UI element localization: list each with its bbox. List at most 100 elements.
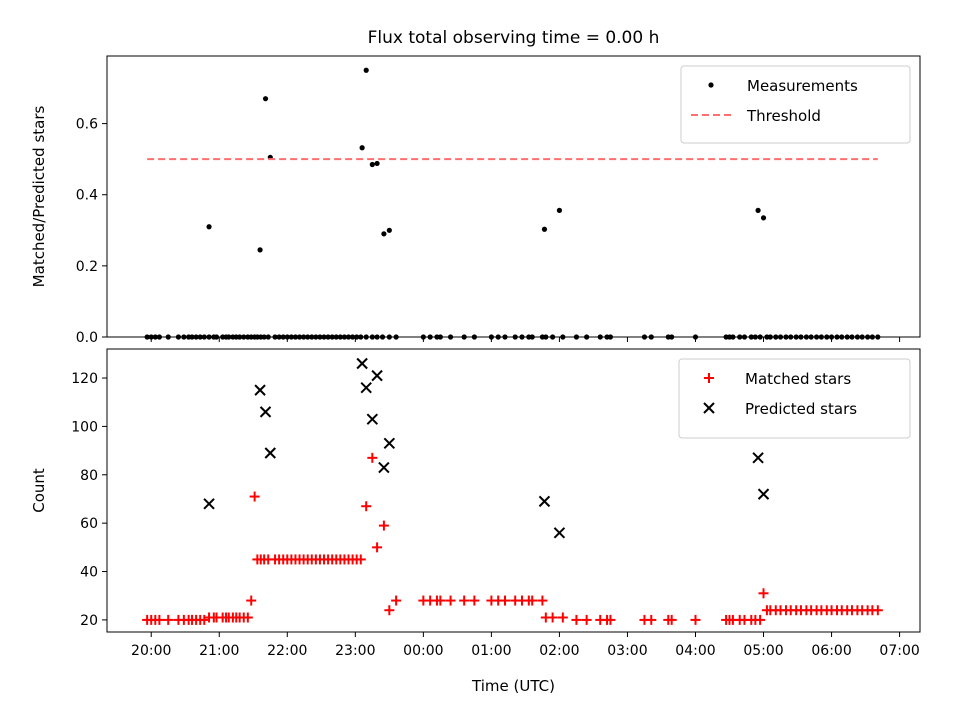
panel-2-point: [371, 369, 383, 382]
panel-2-ytick-label: 100: [71, 419, 98, 435]
panel-2-point: [459, 595, 470, 606]
panel-2-point: [383, 437, 396, 450]
panel-2-ytick-label: 60: [80, 516, 98, 532]
panel-2-point: [246, 595, 257, 606]
panel-1-legend-label: Threshold: [746, 107, 821, 125]
panel-2-frame: [106, 348, 921, 633]
panel-1-point: [556, 207, 563, 213]
panel-1-ytick-label: 0.6: [76, 117, 98, 133]
panel-2-point: [378, 520, 389, 531]
panel-1-ylabel: Matched/Predicted stars: [30, 106, 48, 288]
panel-2-point: [538, 495, 551, 508]
panel-1-point: [541, 226, 548, 232]
panel-2-point: [154, 614, 165, 625]
panel-2-point: [356, 357, 368, 370]
panel-2-xtick-label: 04:00: [675, 643, 715, 659]
panel-2-point: [755, 614, 766, 625]
panel-1-point: [359, 145, 365, 151]
panel-2-legend-swatch: [704, 373, 714, 383]
panel-1-title: Flux total observing time = 0.00 h: [368, 28, 660, 48]
panel-1-point: [755, 207, 761, 213]
panel-2-point: [605, 614, 616, 625]
panel-2-legend-label: Matched stars: [745, 370, 851, 388]
panel-2-legend-box: [678, 358, 911, 439]
panel-1-ytick-label: 0.2: [76, 259, 98, 275]
panel-2-point: [259, 406, 272, 418]
panel-2-point: [361, 501, 372, 512]
panel-1: Flux total observing time = 0.00 h 0.0 0.2…: [30, 28, 921, 346]
panel-1-point: [262, 96, 269, 102]
panel-1-point: [206, 224, 212, 230]
panel-2-series-1: [142, 452, 883, 625]
panel-2-legend-label: Predicted stars: [745, 400, 857, 418]
panel-2-point: [163, 614, 174, 625]
panel-2-point: [378, 461, 390, 474]
panel-1-ytick-label: 0.0: [76, 330, 98, 346]
panel-2-point: [242, 612, 253, 623]
panel-1-point: [760, 215, 767, 221]
panel-2-point: [372, 542, 383, 553]
panel-2-xtick-label: 00:00: [403, 643, 443, 659]
panel-2-legend-swatch: [703, 402, 715, 414]
panel-2-xtick-label: 23:00: [335, 643, 375, 659]
panel-2-xtick-label: 07:00: [879, 643, 919, 659]
panel-2-point: [391, 595, 402, 606]
panel-2-point: [355, 554, 366, 565]
panel-1-point: [386, 227, 392, 233]
panel-2-xlabel: Time (UTC): [471, 677, 555, 695]
panel-2-point: [758, 588, 769, 599]
panel-2-ytick-label: 20: [80, 613, 98, 629]
panel-2-xtick-label: 01:00: [471, 643, 511, 659]
panel-2-ylabel: Count: [30, 468, 48, 513]
panel-1-legend-box: [680, 65, 911, 144]
panel-2-point: [249, 491, 260, 502]
panel-2-point: [445, 595, 456, 606]
panel-2-point: [646, 614, 657, 625]
panel-2-point: [666, 614, 677, 625]
panel-2-point: [527, 595, 538, 606]
panel-2-point: [690, 614, 701, 625]
panel-2-point: [752, 452, 764, 464]
panel-2-xtick-label: 22:00: [267, 643, 307, 659]
panel-2-point: [571, 614, 582, 625]
panel-2-point: [547, 612, 558, 623]
panel-2-xtick-label: 03:00: [607, 643, 647, 659]
panel-2-point: [537, 595, 548, 606]
panel-2-ytick-label: 80: [80, 468, 98, 484]
panel-2-point: [553, 527, 566, 539]
panel-2-point: [366, 413, 379, 425]
panel-2-legend: Matched stars Predicted stars: [678, 358, 911, 439]
panel-2-ytick-label: 40: [80, 565, 98, 581]
panel-1-legend-swatch: [708, 82, 714, 88]
panel-2-point: [557, 612, 568, 623]
panel-2-point: [581, 614, 592, 625]
panel-2-point: [499, 595, 510, 606]
panel-1-point: [374, 160, 380, 167]
panel-1-point: [369, 161, 375, 168]
panel-2-point: [264, 447, 276, 459]
panel-2-xtick-label: 21:00: [199, 643, 239, 659]
panel-1-legend-label: Measurements: [747, 77, 858, 95]
panel-1-point: [257, 247, 263, 253]
panel-2-series-2: [203, 357, 770, 539]
panel-2-point: [435, 595, 446, 606]
panel-2-xtick-label: 20:00: [131, 643, 171, 659]
panel-2-point: [254, 384, 266, 396]
panel-1-point: [381, 231, 387, 237]
panel-2-point: [469, 595, 480, 606]
panel-2-point: [757, 488, 770, 500]
panel-2-ytick-label: 120: [71, 371, 98, 387]
panel-2-point: [367, 452, 378, 463]
panel-2-xtick-label: 02:00: [539, 643, 579, 659]
panel-1-frame: [106, 55, 921, 338]
panel-2-point: [872, 605, 883, 616]
panel-1-ytick-label: 0.4: [76, 188, 98, 204]
panel-2-xtick-label: 06:00: [811, 643, 851, 659]
panel-1-legend: Measurements Threshold: [680, 65, 911, 144]
panel-2-point: [203, 498, 215, 510]
panel-1-point: [363, 67, 369, 73]
panel-2-point: [360, 381, 372, 394]
panel-2-point: [384, 605, 395, 616]
panel-2: 20 40 60 80 100 120 20:00 21:00 22:00 23:00 00:00 0…: [30, 348, 921, 695]
